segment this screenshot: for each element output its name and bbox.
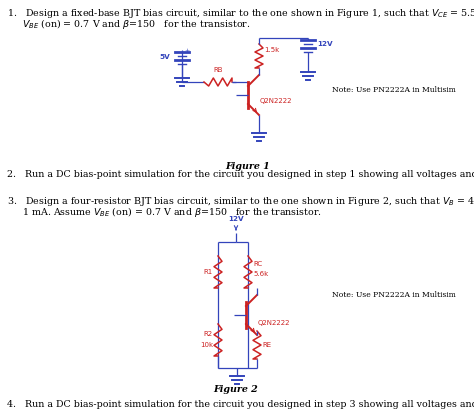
Text: RE: RE [262, 342, 271, 348]
Text: 5V: 5V [159, 54, 170, 60]
Text: Figure 2: Figure 2 [214, 385, 258, 394]
Text: 1.   Design a fixed-base BJT bias circuit, similar to the one shown in Figure 1,: 1. Design a fixed-base BJT bias circuit,… [7, 7, 474, 20]
Text: RB: RB [213, 67, 223, 73]
Text: RC: RC [253, 261, 262, 267]
Text: Q2N2222: Q2N2222 [260, 98, 292, 104]
Text: Figure 1: Figure 1 [226, 162, 270, 171]
Text: 4.   Run a DC bias-point simulation for the circuit you designed in step 3 showi: 4. Run a DC bias-point simulation for th… [7, 400, 474, 409]
Text: $V_{BE}$ (on) = 0.7 V and $\beta$=150   for the transistor.: $V_{BE}$ (on) = 0.7 V and $\beta$=150 fo… [7, 17, 250, 31]
Text: 2.   Run a DC bias-point simulation for the circuit you designed in step 1 showi: 2. Run a DC bias-point simulation for th… [7, 170, 474, 179]
Text: 1 mA. Assume $V_{BE}$ (on) = 0.7 V and $\beta$=150   for the transistor.: 1 mA. Assume $V_{BE}$ (on) = 0.7 V and $… [7, 205, 322, 219]
Text: Note: Use PN2222A in Multisim: Note: Use PN2222A in Multisim [332, 291, 456, 299]
Text: Note: Use PN2222A in Multisim: Note: Use PN2222A in Multisim [332, 86, 456, 94]
Text: 3.   Design a four-resistor BJT bias circuit, similar to the one shown in Figure: 3. Design a four-resistor BJT bias circu… [7, 195, 474, 208]
Text: 5.6k: 5.6k [253, 271, 268, 277]
Text: 12V: 12V [228, 216, 244, 222]
Text: Q2N2222: Q2N2222 [258, 320, 291, 326]
Text: R2: R2 [204, 331, 213, 337]
Text: R1: R1 [204, 269, 213, 275]
Text: 10k: 10k [200, 342, 213, 348]
Text: 12V: 12V [317, 41, 333, 47]
Text: 1.5k: 1.5k [264, 47, 279, 53]
Text: +: + [184, 48, 189, 54]
